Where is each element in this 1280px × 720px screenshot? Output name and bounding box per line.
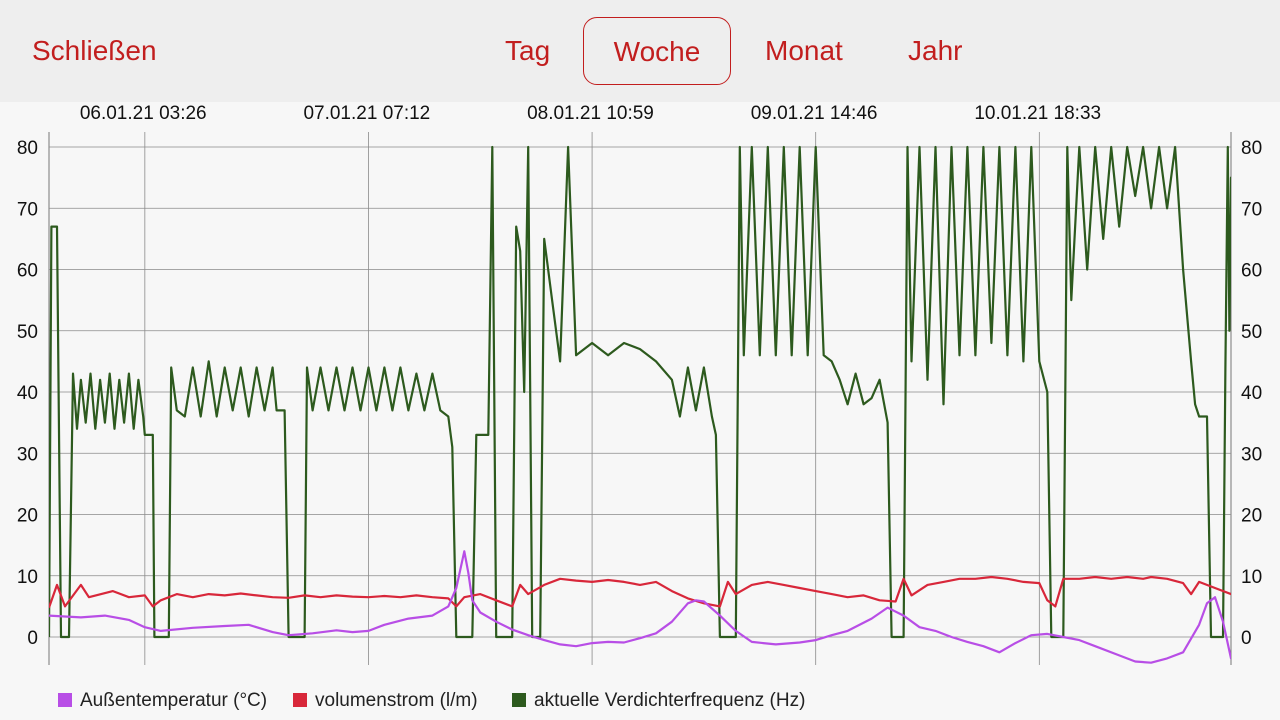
y-tick-label: 30 — [17, 444, 38, 465]
y-tick-label: 50 — [17, 322, 38, 343]
y-axis-right-labels: 0 10 20 30 40 50 60 70 80 — [1241, 138, 1262, 649]
y-tick-label-right: 20 — [1241, 506, 1262, 527]
y-axis-left-labels: 0 10 20 30 40 50 60 70 80 — [17, 138, 38, 649]
tab-monat[interactable]: Monat — [765, 17, 843, 85]
y-tick-label: 80 — [17, 138, 38, 159]
x-tick-label: 09.01.21 14:46 — [751, 103, 878, 124]
legend-item-verdichterfrequenz: aktuelle Verdichterfrequenz (Hz) — [512, 689, 805, 713]
y-tick-label: 70 — [17, 199, 38, 220]
y-tick-label-right: 60 — [1241, 261, 1262, 282]
x-axis-labels: 06.01.21 03:26 07.01.21 07:12 08.01.21 10:… — [80, 103, 1101, 124]
top-bar: Schließen Tag Woche Monat Jahr — [0, 0, 1280, 102]
y-tick-label: 60 — [17, 261, 38, 282]
line-chart: 06.01.21 03:26 07.01.21 07:12 08.01.21 10:… — [17, 103, 1262, 665]
y-tick-label-right: 80 — [1241, 138, 1262, 159]
legend-item-volumenstrom: volumenstrom (l/m) — [293, 689, 478, 713]
y-tick-label-right: 40 — [1241, 383, 1262, 404]
chart-grid — [48, 132, 1232, 665]
y-tick-label: 40 — [17, 383, 38, 404]
legend-swatch — [512, 693, 526, 707]
tab-tag[interactable]: Tag — [505, 17, 550, 85]
legend-label: Außentemperatur (°C) — [80, 690, 268, 711]
y-tick-label-right: 0 — [1241, 628, 1252, 649]
series-line-2 — [49, 145, 1231, 639]
y-tick-label: 10 — [17, 567, 38, 588]
series-line-1 — [49, 575, 1231, 608]
x-tick-label: 10.01.21 18:33 — [974, 103, 1101, 124]
x-tick-label: 08.01.21 10:59 — [527, 103, 654, 124]
legend-swatch — [58, 693, 72, 707]
tab-woche[interactable]: Woche — [583, 17, 731, 85]
legend-swatch — [293, 693, 307, 707]
y-tick-label: 0 — [27, 628, 38, 649]
y-tick-label-right: 10 — [1241, 567, 1262, 588]
x-tick-label: 07.01.21 07:12 — [303, 103, 430, 124]
legend-label: aktuelle Verdichterfrequenz (Hz) — [534, 690, 806, 711]
legend-item-aussentemperatur: Außentemperatur (°C) — [58, 689, 267, 713]
y-tick-label-right: 70 — [1241, 199, 1262, 220]
chart-series — [49, 145, 1231, 664]
y-tick-label: 20 — [17, 506, 38, 527]
x-tick-label: 06.01.21 03:26 — [80, 103, 207, 124]
y-tick-label-right: 50 — [1241, 322, 1262, 343]
legend-label: volumenstrom (l/m) — [315, 690, 478, 711]
tab-jahr[interactable]: Jahr — [908, 17, 962, 85]
y-tick-label-right: 30 — [1241, 444, 1262, 465]
close-button[interactable]: Schließen — [32, 17, 157, 85]
series-line-0 — [49, 550, 1231, 664]
